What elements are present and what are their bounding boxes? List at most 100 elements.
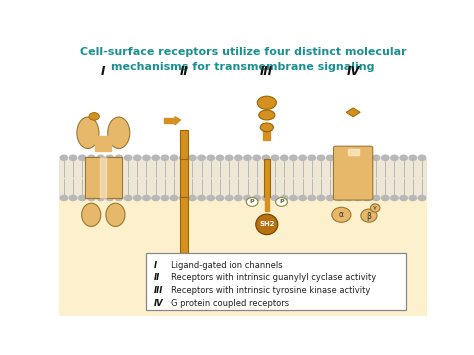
Circle shape <box>179 195 188 201</box>
Circle shape <box>409 195 417 201</box>
Circle shape <box>234 195 243 201</box>
Circle shape <box>317 154 325 161</box>
Circle shape <box>298 195 307 201</box>
Circle shape <box>78 154 87 161</box>
Circle shape <box>89 113 99 120</box>
Text: III: III <box>260 65 273 78</box>
Circle shape <box>326 154 335 161</box>
Bar <box>181 130 188 159</box>
Circle shape <box>289 195 298 201</box>
Bar <box>181 197 188 257</box>
Circle shape <box>206 195 215 201</box>
Circle shape <box>115 154 123 161</box>
Polygon shape <box>175 117 181 125</box>
Text: Receptors with intrinsic tyrosine kinase activity: Receptors with intrinsic tyrosine kinase… <box>171 286 371 295</box>
Circle shape <box>275 198 287 206</box>
Text: P: P <box>250 200 255 204</box>
Circle shape <box>206 154 215 161</box>
Bar <box>95 136 111 151</box>
Circle shape <box>409 154 417 161</box>
Text: Receptors with intrinsic guanylyl cyclase activity: Receptors with intrinsic guanylyl cyclas… <box>171 273 376 283</box>
Circle shape <box>399 154 408 161</box>
Circle shape <box>381 195 390 201</box>
Circle shape <box>133 195 142 201</box>
Circle shape <box>105 195 114 201</box>
Circle shape <box>78 195 87 201</box>
Circle shape <box>105 154 114 161</box>
Ellipse shape <box>332 207 351 222</box>
Circle shape <box>197 195 206 201</box>
Text: β: β <box>366 212 371 221</box>
Circle shape <box>188 154 197 161</box>
Circle shape <box>87 154 96 161</box>
Bar <box>181 159 188 197</box>
Bar <box>164 118 175 123</box>
Bar <box>59 43 427 159</box>
Ellipse shape <box>259 110 275 120</box>
Text: IV: IV <box>154 299 164 307</box>
Ellipse shape <box>106 203 125 226</box>
Ellipse shape <box>82 203 101 226</box>
Circle shape <box>124 154 133 161</box>
Circle shape <box>372 195 381 201</box>
Circle shape <box>243 154 252 161</box>
Circle shape <box>381 154 390 161</box>
Circle shape <box>317 195 325 201</box>
Circle shape <box>372 154 381 161</box>
Text: Ligand-gated ion channels: Ligand-gated ion channels <box>171 261 283 270</box>
Circle shape <box>289 154 298 161</box>
Text: α: α <box>339 210 344 219</box>
Circle shape <box>399 195 408 201</box>
Circle shape <box>96 195 105 201</box>
Bar <box>264 126 270 140</box>
Bar <box>85 157 122 198</box>
Circle shape <box>59 195 68 201</box>
Circle shape <box>390 195 399 201</box>
Circle shape <box>170 195 178 201</box>
Circle shape <box>59 154 68 161</box>
Text: I: I <box>101 65 106 78</box>
Circle shape <box>161 154 169 161</box>
Circle shape <box>170 154 178 161</box>
Circle shape <box>188 195 197 201</box>
Text: Cell-surface receptors utilize four distinct molecular: Cell-surface receptors utilize four dist… <box>80 47 406 57</box>
Circle shape <box>280 154 289 161</box>
Circle shape <box>344 195 353 201</box>
Circle shape <box>197 154 206 161</box>
Bar <box>264 159 270 197</box>
Ellipse shape <box>257 96 276 109</box>
Circle shape <box>69 154 77 161</box>
Circle shape <box>179 154 188 161</box>
Circle shape <box>133 154 142 161</box>
FancyBboxPatch shape <box>146 253 406 311</box>
Circle shape <box>271 154 280 161</box>
Text: SH2: SH2 <box>259 222 274 228</box>
Circle shape <box>142 195 151 201</box>
Circle shape <box>124 195 133 201</box>
Text: II: II <box>154 273 160 283</box>
Circle shape <box>344 154 353 161</box>
Circle shape <box>161 195 169 201</box>
Circle shape <box>353 195 362 201</box>
Circle shape <box>142 154 151 161</box>
Text: mechanisms for transmembrane signaling: mechanisms for transmembrane signaling <box>111 62 374 72</box>
Circle shape <box>96 154 105 161</box>
Circle shape <box>418 154 427 161</box>
Ellipse shape <box>260 123 273 132</box>
Circle shape <box>246 198 258 206</box>
Ellipse shape <box>77 117 99 148</box>
Text: II: II <box>180 65 189 78</box>
Circle shape <box>353 154 362 161</box>
Text: P: P <box>279 200 284 204</box>
Circle shape <box>390 154 399 161</box>
Circle shape <box>363 195 371 201</box>
Bar <box>59 159 427 197</box>
Circle shape <box>151 154 160 161</box>
Circle shape <box>298 154 307 161</box>
Ellipse shape <box>108 117 130 148</box>
Circle shape <box>308 195 316 201</box>
Text: I: I <box>154 261 157 270</box>
Circle shape <box>87 195 96 201</box>
Circle shape <box>363 154 371 161</box>
Circle shape <box>115 195 123 201</box>
